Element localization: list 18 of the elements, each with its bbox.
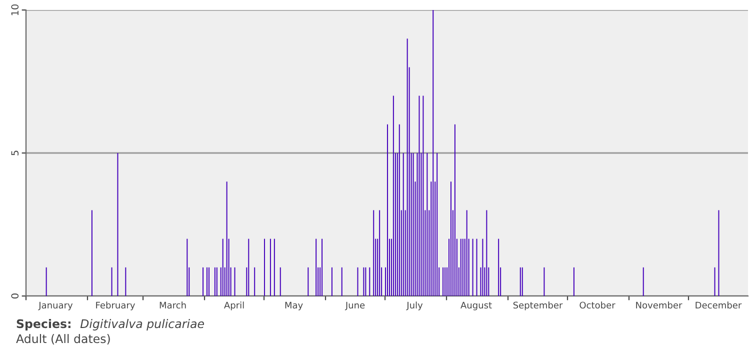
text: Adult (All dates) bbox=[16, 334, 110, 345]
text: Digitivalva pulicariae bbox=[80, 319, 204, 330]
y-tick-label: 5 bbox=[11, 150, 19, 156]
y-tick-label: 0 bbox=[11, 294, 19, 298]
x-tick-label: June bbox=[344, 302, 365, 310]
x-tick-label: December bbox=[696, 302, 742, 309]
x-tick-label: February bbox=[96, 302, 135, 310]
x-tick-label: July bbox=[406, 302, 423, 310]
x-tick-label: October bbox=[580, 302, 616, 309]
x-tick-label: November bbox=[636, 302, 682, 309]
x-tick-label: April bbox=[224, 302, 244, 310]
x-tick-label: September bbox=[513, 302, 563, 310]
x-tick-label: March bbox=[160, 302, 186, 309]
y-tick-label: 10 bbox=[11, 4, 19, 16]
x-tick-label: January bbox=[38, 302, 73, 310]
x-tick-label: May bbox=[285, 302, 303, 310]
text: Species: bbox=[16, 319, 70, 330]
x-tick-label: August bbox=[460, 302, 492, 310]
